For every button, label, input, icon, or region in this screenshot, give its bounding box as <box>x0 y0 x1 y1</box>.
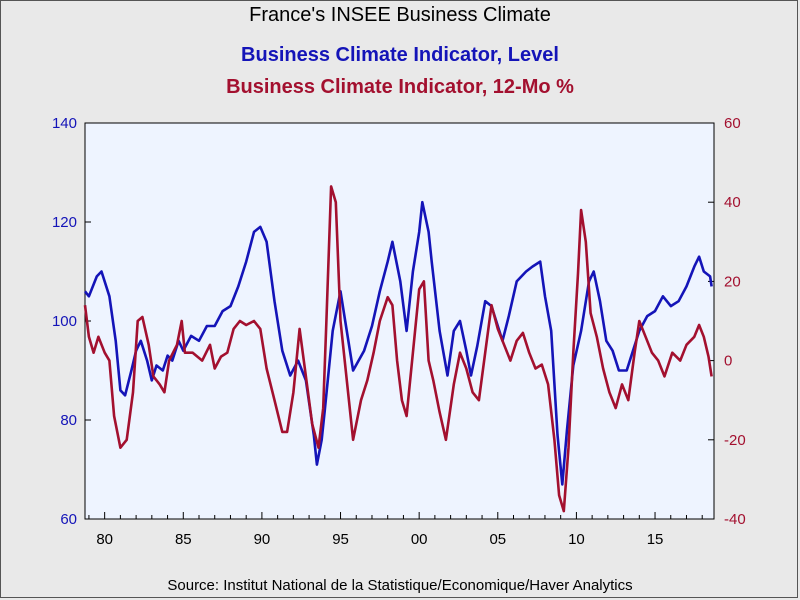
x-tick-label: 90 <box>254 531 271 548</box>
x-tick-label: 10 <box>568 531 585 548</box>
y-right-tick-label: -40 <box>724 511 746 528</box>
series1-subtitle: Business Climate Indicator, Level <box>241 44 559 66</box>
x-tick-label: 15 <box>647 531 664 548</box>
chart-title: France's INSEE Business Climate <box>249 4 551 26</box>
x-tick-label: 80 <box>96 531 113 548</box>
x-tick-label: 05 <box>489 531 506 548</box>
chart-svg: 60 80 100 120 140 -40 -20 0 20 40 60 80 85 90 95 00 05 10… <box>52 115 746 548</box>
series-12mo-line <box>83 185 713 513</box>
x-tick-label: 00 <box>411 531 428 548</box>
y-right-tick-label: 40 <box>724 194 741 211</box>
x-tick-label: 95 <box>332 531 349 548</box>
series-level-line <box>83 200 713 486</box>
x-tick-label: 85 <box>175 531 192 548</box>
plot-area <box>84 122 715 520</box>
y-left-tick-label: 100 <box>52 313 77 330</box>
y-left-tick-label: 120 <box>52 214 77 231</box>
y-right-tick-label: -20 <box>724 432 746 449</box>
y-right-tick-label: 0 <box>724 353 732 370</box>
y-right-tick-label: 60 <box>724 115 741 132</box>
series2-subtitle: Business Climate Indicator, 12-Mo % <box>226 76 574 98</box>
y-left-tick-label: 60 <box>60 511 77 528</box>
y-left-tick-label: 80 <box>60 412 77 429</box>
y-right-tick-label: 20 <box>724 273 741 290</box>
source-note: Source: Institut National de la Statisti… <box>167 577 633 594</box>
y-left-tick-label: 140 <box>52 115 77 132</box>
